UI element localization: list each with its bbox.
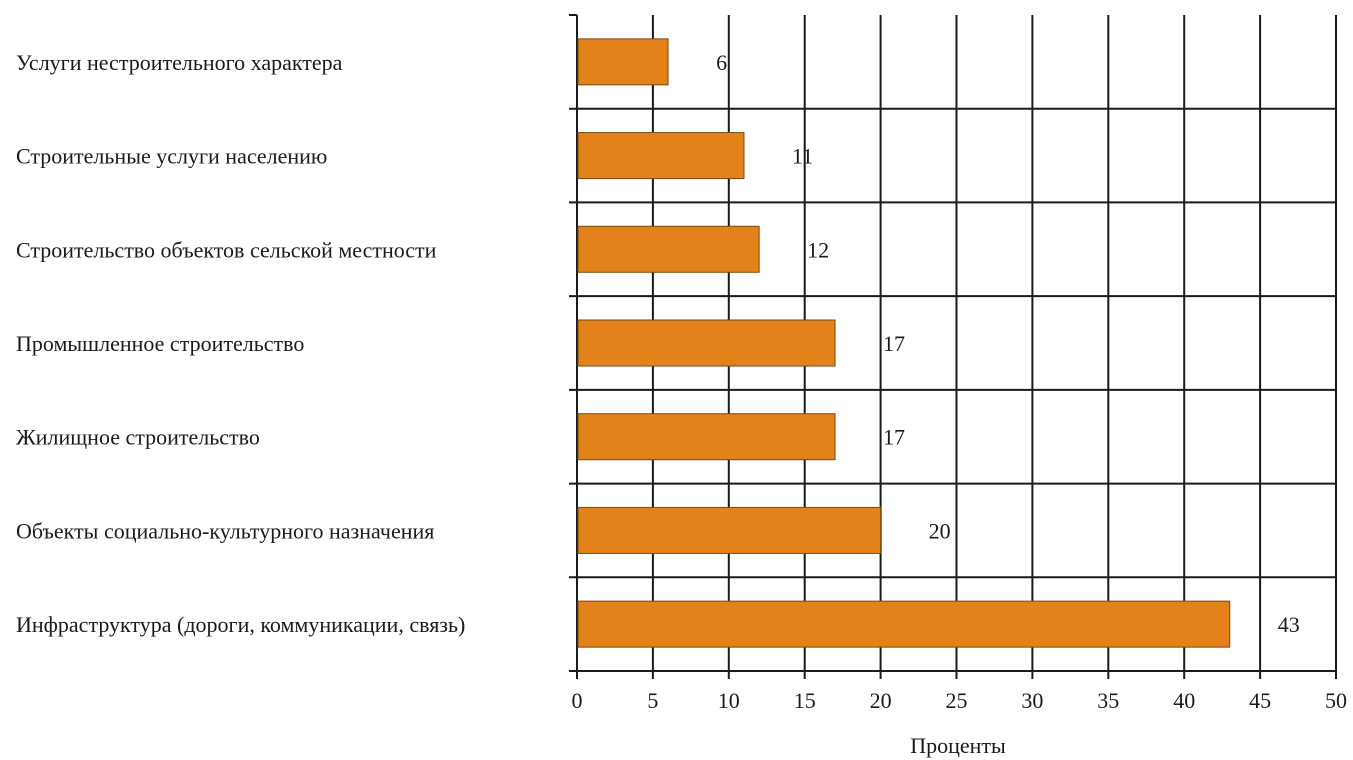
category-label: Жилищное строительство — [16, 425, 260, 450]
category-label: Услуги нестроительного характера — [16, 50, 343, 75]
category-label: Объекты социально-культурного назначения — [16, 518, 434, 543]
data-label: 20 — [929, 518, 951, 543]
bar-2 — [577, 132, 745, 180]
bar-5 — [577, 413, 836, 461]
x-tick-label: 40 — [1173, 688, 1195, 713]
bar-1 — [577, 38, 669, 86]
x-tick-label: 35 — [1097, 688, 1119, 713]
x-tick-label: 30 — [1021, 688, 1043, 713]
category-label: Инфраструктура (дороги, коммуникации, св… — [16, 612, 465, 637]
x-tick-label: 15 — [794, 688, 816, 713]
x-tick-label: 45 — [1249, 688, 1271, 713]
x-axis-title: Проценты — [910, 733, 1006, 758]
data-label: 43 — [1278, 612, 1300, 637]
x-tick-labels: 0 5 10 15 20 25 30 35 40 45 50 — [572, 688, 1348, 713]
category-labels: Услуги нестроительного характера Строител… — [16, 50, 465, 637]
x-tick-label: 50 — [1325, 688, 1347, 713]
grid — [569, 14, 1337, 679]
x-tick-label: 10 — [718, 688, 740, 713]
x-tick-label: 20 — [870, 688, 892, 713]
x-tick-label: 25 — [946, 688, 968, 713]
data-label: 17 — [883, 331, 905, 356]
data-labels: 6 11 12 17 17 20 43 — [716, 50, 1300, 637]
x-tick-label: 5 — [647, 688, 658, 713]
bars — [577, 38, 1231, 648]
data-label: 17 — [883, 425, 905, 450]
bar-6 — [577, 506, 882, 554]
category-label: Промышленное строительство — [16, 331, 304, 356]
x-tick-label: 0 — [572, 688, 583, 713]
data-label: 6 — [716, 50, 727, 75]
data-label: 11 — [792, 144, 813, 169]
bar-4 — [577, 319, 836, 367]
bar-7 — [577, 600, 1231, 648]
bar-3 — [577, 225, 760, 273]
category-label: Строительные услуги населению — [16, 144, 327, 169]
category-label: Строительство объектов сельской местност… — [16, 237, 437, 262]
data-label: 12 — [807, 237, 829, 262]
